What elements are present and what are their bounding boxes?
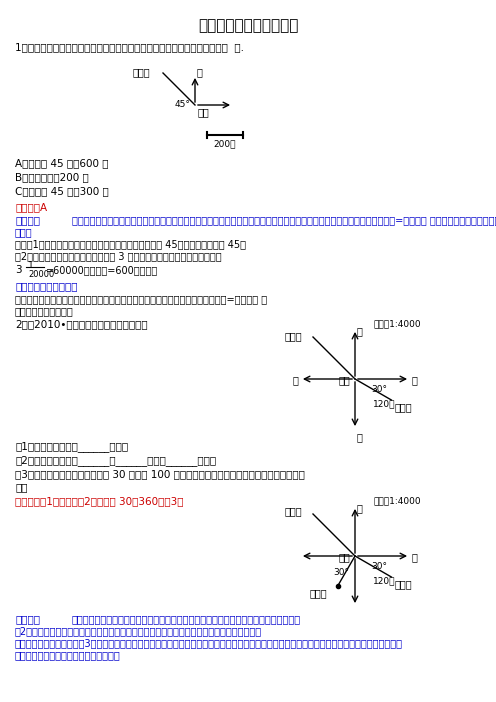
Text: 图书馆: 图书馆: [394, 402, 412, 412]
Text: 西: 西: [293, 375, 299, 385]
Text: =60000（厘米）=600（米）。: =60000（厘米）=600（米）。: [46, 265, 158, 275]
Text: 置。: 置。: [15, 482, 27, 492]
Text: （3）校园人工湖在雕塑的南偏西 30 度方向 100 米处，请先计算，再在图上用点标出人工湖的位: （3）校园人工湖在雕塑的南偏西 30 度方向 100 米处，请先计算，再在图上用…: [15, 469, 305, 479]
Text: 200米: 200米: [214, 139, 236, 148]
Text: 【答案】A: 【答案】A: [15, 202, 47, 212]
Text: C．西偏北 45 度，300 米: C．西偏北 45 度，300 米: [15, 186, 109, 196]
Text: 比例尺1:4000: 比例尺1:4000: [373, 319, 421, 328]
Text: 教学楼: 教学楼: [285, 331, 303, 341]
Text: B．西北方向，200 米: B．西北方向，200 米: [15, 172, 89, 182]
Text: 小明家: 小明家: [133, 67, 151, 77]
Text: 北: 北: [197, 67, 203, 77]
Text: 雕塑: 雕塑: [339, 375, 351, 385]
Text: 120米: 120米: [373, 576, 395, 585]
Text: 雕塑: 雕塑: [339, 552, 351, 562]
Text: 学校: 学校: [198, 107, 210, 117]
Text: 2．（2010•楚州区）填空并按要求作图。: 2．（2010•楚州区）填空并按要求作图。: [15, 319, 148, 329]
Text: 45°: 45°: [175, 100, 191, 109]
Text: 120米: 120米: [373, 399, 395, 408]
Text: 30°: 30°: [333, 568, 349, 577]
Text: 东: 东: [412, 552, 418, 562]
Text: 北: 北: [357, 503, 363, 513]
Text: 离，即可在图上用点标出人工湖的位置。: 离，即可在图上用点标出人工湖的位置。: [15, 650, 121, 660]
Text: （2）以图书馆为观察点，即可确定雕塑的方向，图上距离及图中所提供的线段比比尺，即可求: （2）以图书馆为观察点，即可确定雕塑的方向，图上距离及图中所提供的线段比比尺，即…: [15, 626, 262, 636]
Text: 规律总结：本题考查了学生根据方向和距离确定物体的位置，重点是根据实际距离=图上距离 比: 规律总结：本题考查了学生根据方向和距离确定物体的位置，重点是根据实际距离=图上距…: [15, 294, 267, 304]
Text: 【解析】: 【解析】: [15, 614, 40, 624]
Text: 方向和距离两个条件才能确定物体的位置，在生活中一般我们先说与物体所在方向离的较近（夹角较小）方位，根据实际距离=图上距离 比例尺，量出图上距离，求出实际距离；据: 方向和距离两个条件才能确定物体的位置，在生活中一般我们先说与物体所在方向离的较近…: [72, 215, 496, 225]
Text: 东: 东: [412, 375, 418, 385]
Text: 30°: 30°: [371, 385, 387, 394]
Text: 【解析】: 【解析】: [15, 215, 40, 225]
Text: （2）雕塑在图书馆的______偏______度方向______米处。: （2）雕塑在图书馆的______偏______度方向______米处。: [15, 455, 216, 466]
Text: 出雕塑与图书馆的距离；（3）以雕塑定人工湖的方向，根据人工湖与雕塑的实际距离及图中所提供的比例尺，即可求出图上距离，根据方向和图上距: 出雕塑与图书馆的距离；（3）以雕塑定人工湖的方向，根据人工湖与雕塑的实际距离及图…: [15, 638, 403, 648]
Text: 20000: 20000: [28, 270, 54, 279]
Text: 【考点】方向与位置。: 【考点】方向与位置。: [15, 281, 77, 291]
Text: 30°: 30°: [371, 562, 387, 571]
Text: 根据地图上的方向，上北下南，左西右东，以雕塑为观察中心，即可确定教学楼的方向；: 根据地图上的方向，上北下南，左西右东，以雕塑为观察中心，即可确定教学楼的方向；: [72, 614, 301, 624]
Text: 图书馆: 图书馆: [394, 579, 412, 589]
Text: 北: 北: [357, 326, 363, 336]
Text: 3: 3: [15, 265, 22, 275]
Text: 【答案】（1）北偏；（2）东，南 30，360；（3）: 【答案】（1）北偏；（2）东，南 30，360；（3）: [15, 496, 184, 506]
Text: 解答。: 解答。: [15, 227, 33, 237]
Text: （2）量得小明家到学校的图上距离是 3 厘米，方正家到学校的实际距离是：: （2）量得小明家到学校的图上距离是 3 厘米，方正家到学校的实际距离是：: [15, 251, 222, 261]
Text: 例尺，求出实际距离。: 例尺，求出实际距离。: [15, 306, 74, 316]
Text: 六年级数学确定位置试题: 六年级数学确定位置试题: [198, 18, 298, 33]
Text: 南: 南: [357, 432, 363, 442]
Text: 解：（1）小明家在学校的方向根据图例可以说是北偏西 45，也可说是西偏北 45；: 解：（1）小明家在学校的方向根据图例可以说是北偏西 45，也可说是西偏北 45；: [15, 239, 246, 249]
Text: （1）教学楼在雕塑的______方向。: （1）教学楼在雕塑的______方向。: [15, 441, 128, 452]
Text: 1．观察下图，小明家在学校的什么方向上？离学校有多少米？正确答案是（  ）.: 1．观察下图，小明家在学校的什么方向上？离学校有多少米？正确答案是（ ）.: [15, 42, 244, 52]
Text: 比例尺1:4000: 比例尺1:4000: [373, 496, 421, 505]
Text: 教学楼: 教学楼: [285, 506, 303, 516]
Text: 1: 1: [28, 261, 34, 270]
Text: A．北偏西 45 度，600 米: A．北偏西 45 度，600 米: [15, 158, 109, 168]
Text: 人工湖: 人工湖: [310, 588, 327, 598]
